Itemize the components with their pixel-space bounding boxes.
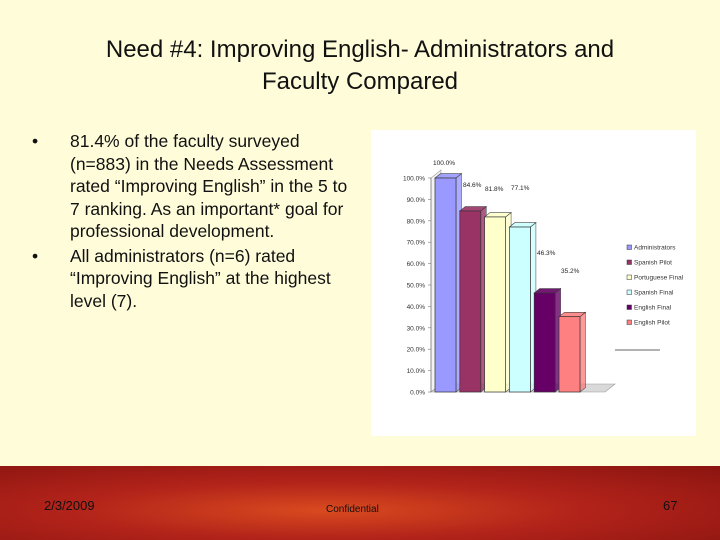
y-tick-label: 40.0% <box>407 304 426 311</box>
y-tick-label: 100.0% <box>403 176 425 183</box>
legend-entry: Administrators <box>634 245 676 252</box>
bar <box>459 210 482 393</box>
bar <box>484 216 506 393</box>
legend-entry: English Final <box>634 305 672 312</box>
y-tick-label: 90.0% <box>407 197 426 204</box>
legend-swatch <box>626 289 632 295</box>
y-tick-label: 20.0% <box>407 347 426 354</box>
bar <box>533 292 556 393</box>
bar-side <box>579 311 586 393</box>
legend-entry: Spanish Final <box>634 290 674 297</box>
chart-panel: 0.0% 10.0% 20.0% 30.0% 40.0% 50.0% 60.0% 70.0% 8… <box>371 130 696 436</box>
data-label: 100.0% <box>433 160 455 167</box>
footer-confidential: Confidential <box>326 504 379 515</box>
y-tick-label: 10.0% <box>407 368 426 375</box>
y-tick-label: 60.0% <box>407 261 426 268</box>
slide-title-line-1: Need #4: Improving English- Administrato… <box>105 36 615 63</box>
bar <box>434 177 457 393</box>
data-label: 46.3% <box>537 250 556 257</box>
data-label: 77.1% <box>511 185 530 192</box>
data-label: 84.6% <box>463 182 482 189</box>
legend-entry: Spanish Pilot <box>634 260 672 267</box>
bullet-marker: • <box>32 131 39 151</box>
legend-swatch <box>626 244 632 250</box>
bullet-text: 81.4% of the faculty surveyed (n=883) in… <box>70 131 348 241</box>
legend-entry: Portuguese Final <box>634 275 684 282</box>
y-tick-label: 30.0% <box>407 325 426 332</box>
bar <box>558 316 581 393</box>
bullet-item: • 81.4% of the faculty surveyed (n=883) … <box>28 130 348 243</box>
y-tick-label: 70.0% <box>407 240 426 247</box>
legend-swatch <box>626 304 632 310</box>
footer-bar: 2/3/2009 Confidential 67 <box>0 466 720 540</box>
slide-title-line-2: Faculty Compared <box>261 68 459 95</box>
legend-entry: English Pilot <box>634 320 670 327</box>
footer-date: 2/3/2009 <box>44 498 95 513</box>
bullet-item: • All administrators (n=6) rated “Improv… <box>28 245 348 313</box>
y-tick-label: 80.0% <box>407 218 426 225</box>
legend-swatch <box>626 319 632 325</box>
data-label: 81.8% <box>485 186 504 193</box>
bar <box>509 226 531 393</box>
slide-title: Need #4: Improving English- Administrato… <box>40 34 680 98</box>
legend-swatch <box>626 259 632 265</box>
bullet-marker: • <box>32 245 39 266</box>
page-number: 67 <box>663 498 678 513</box>
data-label: 35.2% <box>561 268 580 275</box>
legend-swatch <box>626 274 632 280</box>
bar-chart: 0.0% 10.0% 20.0% 30.0% 40.0% 50.0% 60.0% 70.0% 8… <box>403 160 684 397</box>
y-tick-label: 0.0% <box>410 390 425 397</box>
y-tick-label: 50.0% <box>407 283 426 290</box>
bullet-list: • 81.4% of the faculty surveyed (n=883) … <box>28 130 348 314</box>
bullet-text: All administrators (n=6) rated “Improvin… <box>70 245 331 311</box>
